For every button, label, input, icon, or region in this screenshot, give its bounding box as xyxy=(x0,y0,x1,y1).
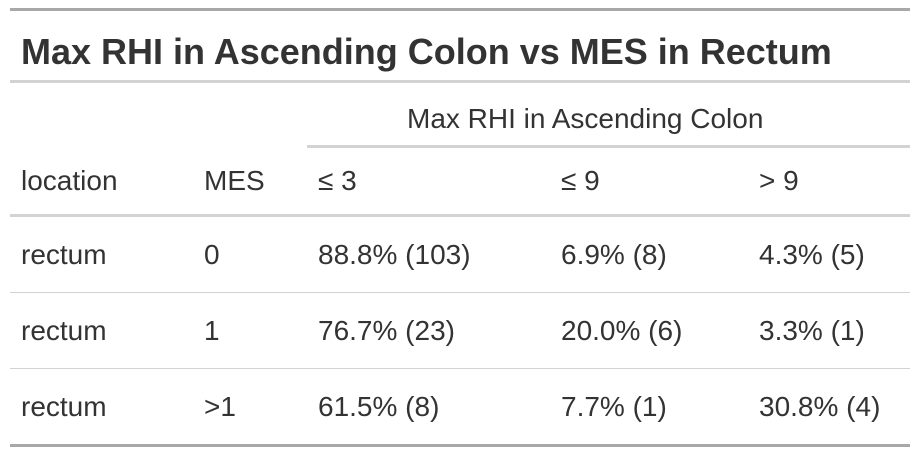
summary-table: Max RHI in Ascending Colon vs MES in Rec… xyxy=(10,8,911,447)
column-header-gt-9: > 9 xyxy=(753,148,911,217)
cell-gt-9: 4.3% (5) xyxy=(753,215,911,293)
cell-mes: 1 xyxy=(193,292,299,369)
table-row: rectum 0 88.8% (103) 6.9% (8) 4.3% (5) xyxy=(10,215,911,293)
cell-le-3: 76.7% (23) xyxy=(299,292,555,369)
column-header-row: location MES ≤ 3 ≤ 9 > 9 xyxy=(10,148,911,217)
cell-mes: 0 xyxy=(193,215,299,293)
spanner-label: Max RHI in Ascending Colon xyxy=(307,103,911,148)
column-header-le-9: ≤ 9 xyxy=(555,148,753,217)
cell-location: rectum xyxy=(21,390,107,422)
cell-le-9: 20.0% (6) xyxy=(555,292,753,369)
cell-le-9: 6.9% (8) xyxy=(555,215,753,293)
cell-le-3: 61.5% (8) xyxy=(318,390,440,422)
cell-le-3: 88.8% (103) xyxy=(299,215,555,293)
table-row: rectum 1 76.7% (23) 20.0% (6) 3.3% (1) xyxy=(10,292,911,369)
data-grid: Max RHI in Ascending Colon location MES … xyxy=(10,83,911,445)
spanner-header: Max RHI in Ascending Colon xyxy=(299,83,911,148)
cell-gt-9: 3.3% (1) xyxy=(753,292,911,369)
column-header-mes: MES xyxy=(193,148,299,217)
spanner-header-row: Max RHI in Ascending Colon xyxy=(10,83,911,148)
cell-gt-9: 30.8% (4) xyxy=(759,390,881,422)
cell-location: rectum xyxy=(10,215,193,293)
column-header-le-3: ≤ 3 xyxy=(299,148,555,217)
cell-le-9: 7.7% (1) xyxy=(561,390,667,422)
cell-location: rectum xyxy=(10,292,193,369)
cell-mes: >1 xyxy=(204,390,236,422)
table-row: rectum >1 61.5% (8) 7.7% (1) 30.8% (4) xyxy=(10,369,910,445)
column-header-location: location xyxy=(10,148,193,217)
table-title: Max RHI in Ascending Colon vs MES in Rec… xyxy=(10,11,910,83)
